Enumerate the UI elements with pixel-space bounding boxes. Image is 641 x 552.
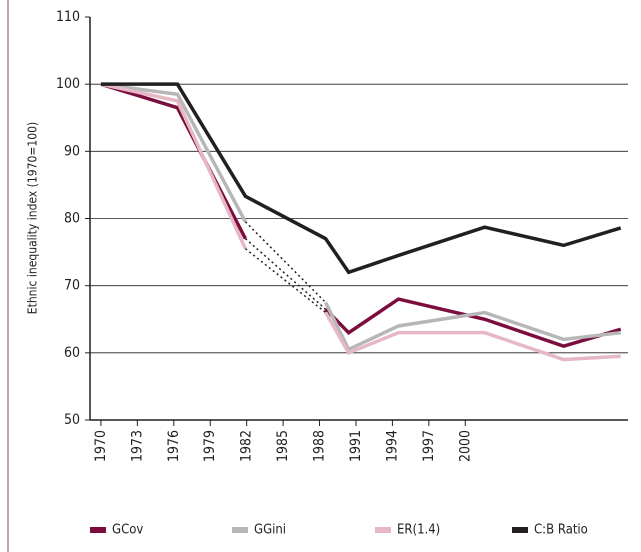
y-tick-label: 70: [64, 278, 80, 294]
x-tick-label: 2000: [457, 430, 473, 462]
legend-label: GCov: [112, 523, 143, 538]
y-tick-label: 50: [64, 412, 80, 428]
x-tick-label: 1994: [384, 430, 400, 462]
legend-swatch: [512, 527, 528, 533]
dotted-segment: [244, 238, 327, 310]
y-tick-label: 90: [64, 143, 80, 159]
series-line: [100, 82, 622, 275]
series-line: [100, 82, 248, 250]
dotted-segment: [244, 221, 327, 303]
series-line: [100, 82, 248, 240]
y-tick-label: 80: [64, 211, 80, 227]
legend-swatch: [375, 527, 391, 533]
x-tick-label: 1991: [348, 430, 364, 462]
x-tick-label: 1970: [93, 430, 109, 462]
x-tick-label: 1976: [166, 430, 182, 462]
legend-swatch: [90, 527, 106, 533]
legend-label: C:B Ratio: [534, 523, 588, 538]
y-tick-label: 110: [56, 9, 80, 25]
x-tick-label: 1979: [202, 430, 218, 462]
series-line: [324, 297, 622, 348]
series-line: [100, 82, 247, 223]
x-tick-label: 1988: [312, 430, 328, 462]
legend-label: ER(1.4): [397, 523, 440, 538]
y-tick-label: 100: [56, 76, 80, 92]
x-tick-label: 1985: [275, 430, 291, 462]
x-tick-label: 1973: [129, 430, 145, 462]
legend-label: GGini: [254, 523, 286, 538]
series-line: [324, 301, 621, 352]
legend-swatch: [232, 527, 248, 533]
x-tick-label: 1997: [421, 430, 437, 462]
y-tick-label: 60: [64, 345, 80, 361]
x-tick-label: 1982: [239, 430, 255, 462]
y-axis-label: Ethnic inequality index (1970=100): [26, 122, 40, 314]
dotted-segment: [244, 248, 327, 314]
series-line: [324, 311, 621, 362]
